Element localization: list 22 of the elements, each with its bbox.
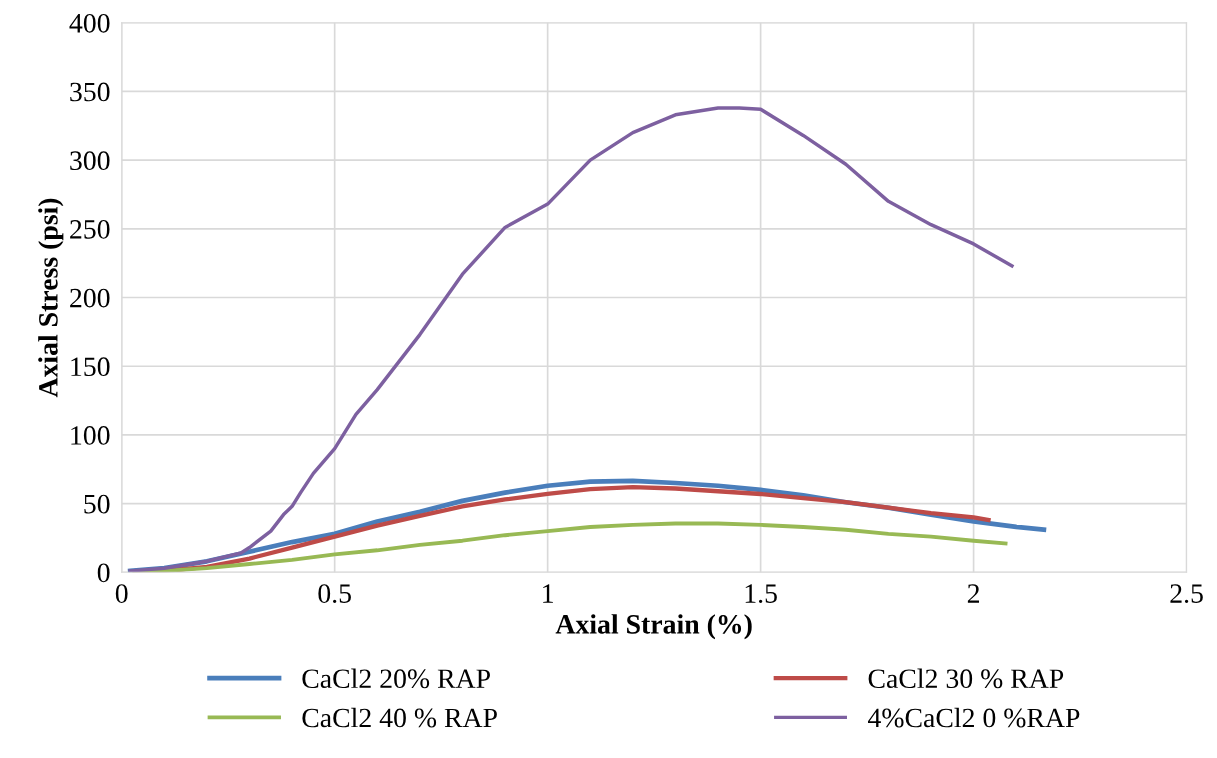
- y-tick-label: 400: [69, 13, 110, 33]
- legend-label: CaCl2 40 % RAP: [302, 707, 497, 728]
- legend-label: 4%CaCl2 0 %RAP: [868, 707, 1080, 728]
- x-axis-title: Axial Strain (%): [555, 614, 752, 640]
- y-tick-label: 250: [70, 219, 110, 239]
- y-axis-title: Axial Stress (psi): [38, 198, 64, 398]
- x-tick-label: 1.5: [745, 584, 777, 604]
- y-tick-label: 300: [70, 151, 110, 171]
- x-tick-label: 0: [115, 584, 128, 603]
- y-tick-label: 200: [70, 288, 110, 308]
- x-tick-label: 0.5: [318, 584, 351, 604]
- y-tick-label: 150: [71, 357, 110, 377]
- y-tick-label: 0: [97, 563, 110, 583]
- legend-label: CaCl2 20% RAP: [302, 668, 490, 689]
- x-tick-label: 2.5: [1170, 584, 1203, 604]
- y-tick-label: 100: [71, 426, 110, 445]
- legend-label: CaCl2 30 % RAP: [868, 668, 1064, 689]
- x-tick-label: 2: [967, 584, 980, 603]
- line-series: [128, 106, 1014, 573]
- y-tick-label: 50: [84, 494, 110, 514]
- y-tick-label: 350: [70, 82, 110, 102]
- x-tick-label: 1: [543, 584, 553, 603]
